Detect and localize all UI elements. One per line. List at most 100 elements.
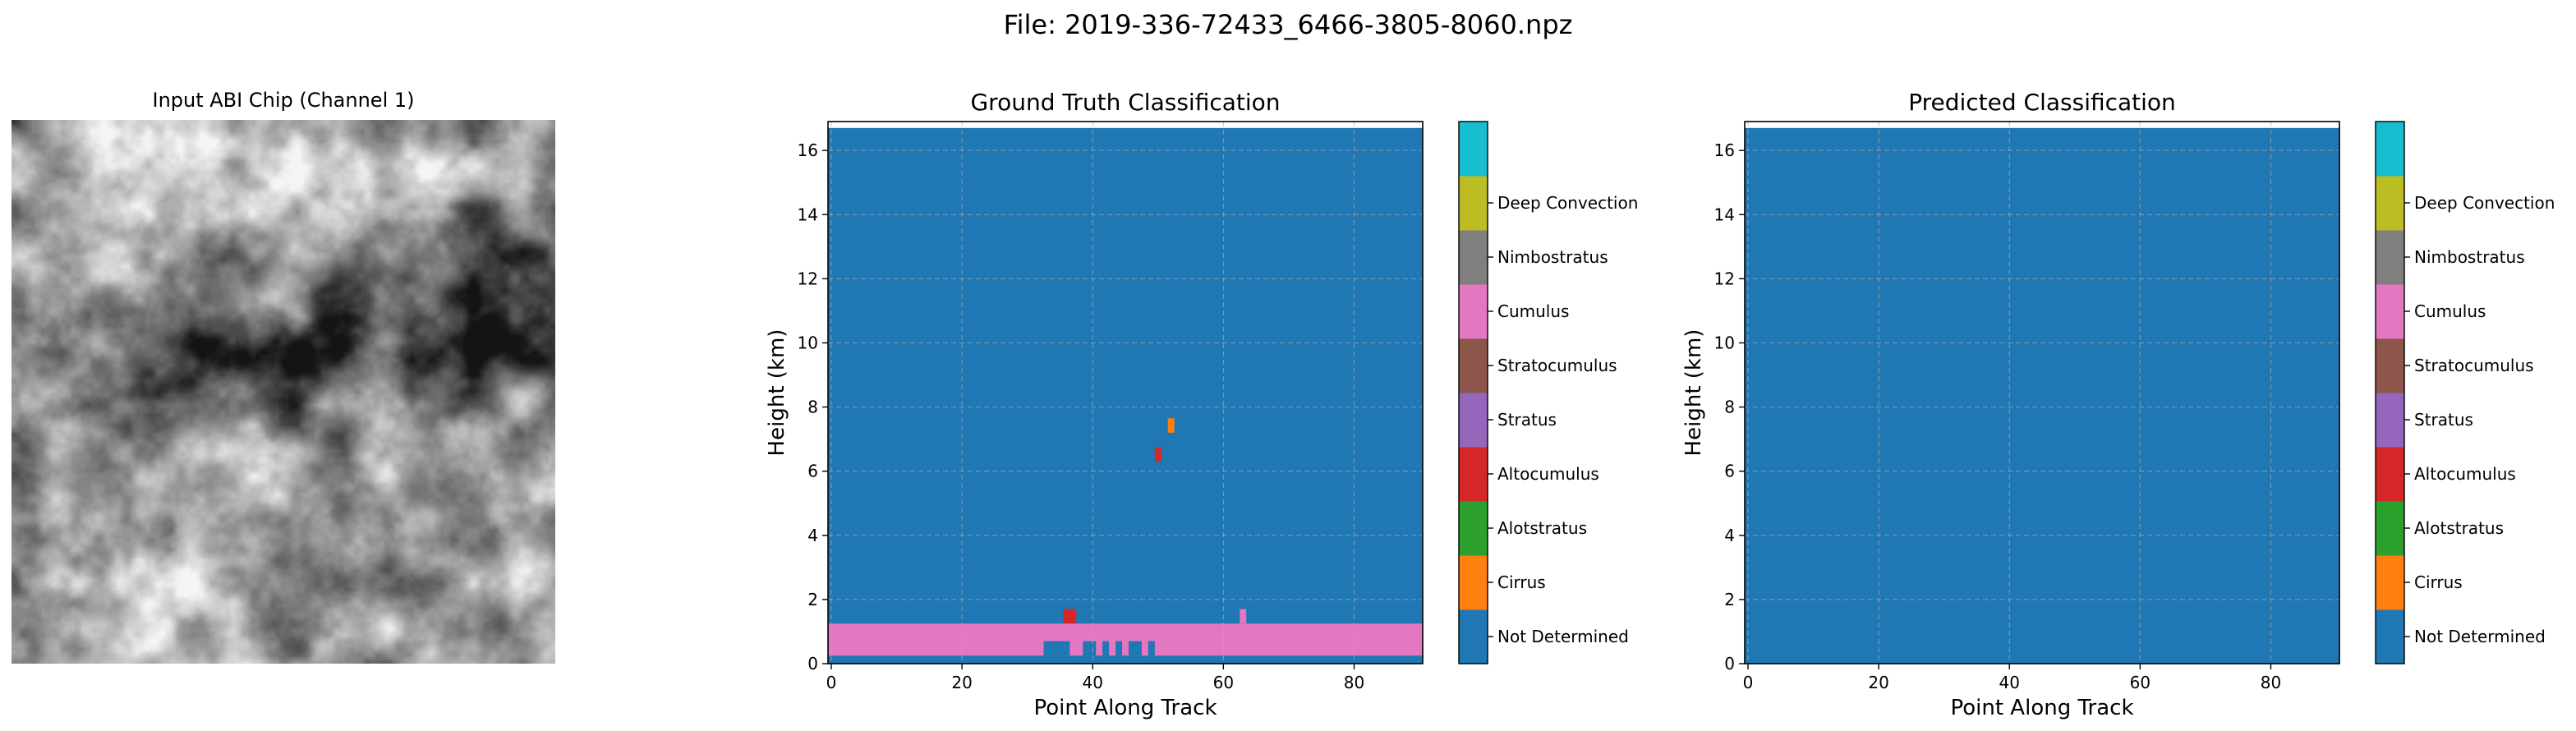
colorbar-tick-label: Stratus [2414,410,2473,430]
ground-truth-panel: Ground Truth Classification 0 20 40 60 80 0 2… [765,89,1638,720]
panel-title: Predicted Classification [1908,89,2176,116]
class-cell [1116,641,1123,656]
colorbar-tick-label: Alotstratus [1497,518,1587,538]
colorbar-tick-label: Cirrus [2414,572,2463,592]
x-tick-label: 20 [1868,673,1888,692]
y-tick-label: 2 [807,590,818,609]
chip-title: Input ABI Chip (Channel 1) [152,89,415,112]
colorbar-tick-label: Nimbostratus [1497,247,1608,267]
class-cell [828,623,1423,656]
x-tick-label: 0 [826,673,837,692]
class-cell [1102,641,1110,656]
colorbar-segment [1459,176,1488,231]
colorbar-segment [2376,609,2404,664]
x-axis-label: Point Along Track [1033,696,1217,720]
colorbar-tick-label: Nimbostratus [2414,247,2525,267]
class-field [828,127,1423,664]
class-cell [1148,641,1155,656]
colorbar-segment [1459,338,1488,393]
predicted-panel: Predicted Classification 0 20 40 60 80 0 2 4 6 8… [1681,89,2555,720]
colorbar-segment [2376,230,2404,285]
y-tick-label: 14 [798,205,818,224]
ground-truth-colorbar: Not Determined Cirrus Alotstratus Altocumul… [1458,121,1638,664]
colorbar-tick-label: Not Determined [2414,627,2546,646]
x-tick-labels: 0 20 40 60 80 [826,664,1364,692]
colorbar-tick-label: Stratocumulus [1497,356,1617,375]
colorbar-segment [1459,230,1488,285]
colorbar-tick-label: Deep Convection [2414,193,2555,213]
colorbar-segment [1459,555,1488,610]
x-tick-label: 0 [1743,673,1754,692]
colorbar-frame [1458,121,1488,664]
y-tick-label: 12 [798,269,818,288]
colorbar-tick-label: Cumulus [1497,301,1569,321]
x-tick-label: 20 [951,673,972,692]
class-cell [1083,641,1097,656]
x-tick-label: 80 [2261,673,2281,692]
colorbar-segment [1459,284,1488,339]
colorbar-tick-label: Not Determined [1497,627,1629,646]
y-tick-label: 10 [1714,333,1735,352]
class-cell [1063,609,1077,624]
panel-title: Ground Truth Classification [970,89,1280,116]
x-tick-label: 40 [1999,673,2019,692]
colorbar-tick-label: Stratocumulus [2414,356,2534,375]
colorbar-segment [2376,501,2404,556]
colorbar-tick-label: Stratus [1497,410,1557,430]
colorbar-segment [2376,555,2404,610]
x-tick-label: 60 [1213,673,1234,692]
y-tick-label: 8 [807,398,818,417]
colorbar-segment [1459,122,1488,177]
class-cell [1240,609,1247,624]
x-tick-label: 80 [1344,673,1364,692]
abi-chip-image [12,120,555,664]
axes-frame [827,121,1424,664]
colorbar-segment [2376,338,2404,393]
colorbar-segment [1459,501,1488,556]
x-tick-labels: 0 20 40 60 80 [1743,664,2281,692]
y-tick-label: 2 [1724,590,1735,609]
colorbar-segment [2376,122,2404,177]
figure-title: File: 2019-336-72433_6466-3805-8060.npz [1003,9,1573,40]
y-tick-label: 0 [1724,654,1735,674]
y-tick-labels: 0 2 4 6 8 10 12 14 16 [1714,140,1745,674]
colorbar-tick-label: Altocumulus [2414,464,2516,484]
colorbar-tick-label: Alotstratus [2414,518,2504,538]
colorbar-tick-label: Deep Convection [1497,193,1638,213]
class-cell [1154,447,1162,462]
colorbar-segment [2376,176,2404,231]
y-tick-label: 12 [1714,269,1735,288]
y-tick-labels: 0 2 4 6 8 10 12 14 16 [798,140,828,674]
y-tick-label: 16 [1714,140,1735,160]
colorbar-frame [2375,121,2405,664]
x-tick-label: 40 [1082,673,1102,692]
y-tick-label: 6 [807,462,818,481]
y-tick-label: 0 [807,654,818,674]
colorbar-segment [2376,284,2404,339]
class-cell [1167,418,1175,433]
y-tick-label: 10 [798,333,818,352]
ground-truth-plot-area [827,121,1424,664]
y-tick-label: 4 [1724,526,1735,545]
colorbar-segment [1459,609,1488,664]
predicted-colorbar: Not Determined Cirrus Alotstratus Altocumul… [2375,121,2555,664]
colorbar-segment [1459,447,1488,502]
y-tick-label: 6 [1724,462,1735,481]
class-cell [1043,641,1070,656]
y-tick-label: 8 [1724,398,1735,417]
y-axis-label: Height (km) [1681,329,1706,457]
class-cell [1128,641,1142,656]
y-tick-label: 14 [1714,205,1735,224]
axes-frame [1744,121,2340,664]
class-field [1745,127,2339,664]
predicted-plot-area [1744,121,2340,664]
colorbar-segment [1459,393,1488,448]
y-axis-label: Height (km) [765,329,789,457]
colorbar-tick-label: Altocumulus [1497,464,1599,484]
x-tick-label: 60 [2130,673,2150,692]
y-tick-label: 16 [798,140,818,160]
colorbar-tick-label: Cirrus [1497,572,1546,592]
colorbar-segment [2376,447,2404,502]
colorbar-tick-label: Cumulus [2414,301,2486,321]
